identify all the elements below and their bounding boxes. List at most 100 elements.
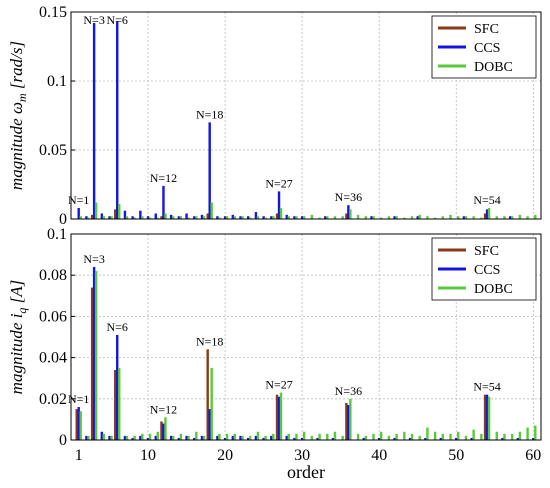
bar <box>223 216 227 219</box>
bar <box>387 435 391 440</box>
bar <box>202 216 206 219</box>
bar <box>139 210 142 219</box>
panel-2: 0 0.02 0.04 0.06 0.08 0.1 1 10 20 30 40 50 60 magnitu… <box>7 226 542 482</box>
bar <box>179 216 183 219</box>
harmonic-annotation: N=36 <box>335 190 362 204</box>
bar <box>495 216 498 219</box>
bar <box>141 216 144 219</box>
bar <box>270 435 273 440</box>
bar <box>275 394 279 440</box>
y-axis-label: magnitude iq [A] <box>7 280 29 395</box>
bar <box>125 435 129 440</box>
bar <box>333 216 337 219</box>
bar <box>316 437 319 440</box>
bar <box>485 209 489 219</box>
bar <box>154 213 157 219</box>
bar <box>326 216 329 219</box>
series-dobc <box>79 271 537 440</box>
bar <box>116 21 119 219</box>
harmonic-annotation: N=27 <box>265 176 292 190</box>
bar <box>418 214 421 219</box>
bar <box>503 216 506 219</box>
bar <box>102 216 106 219</box>
bar <box>241 216 244 219</box>
bar <box>395 433 398 440</box>
harmonic-annotation: N=6 <box>107 320 128 334</box>
bar <box>455 437 458 440</box>
bar <box>275 213 279 219</box>
bar <box>185 213 188 219</box>
bar <box>372 433 375 440</box>
bar <box>206 349 209 440</box>
series-dobc <box>79 202 537 219</box>
bar <box>387 216 391 219</box>
bar <box>295 433 298 440</box>
bar <box>141 433 144 440</box>
bar <box>114 369 117 440</box>
legend-label-dobc: DOBC <box>474 282 513 297</box>
bar <box>464 216 468 219</box>
bar <box>410 433 414 440</box>
harmonic-annotation: N=54 <box>473 193 500 207</box>
bar <box>341 435 344 440</box>
bar <box>118 367 121 440</box>
bar <box>241 435 244 440</box>
bar <box>169 435 173 440</box>
bar <box>177 437 181 440</box>
bar <box>133 435 136 440</box>
bar <box>264 217 267 219</box>
bar <box>195 431 198 440</box>
bar <box>310 435 314 440</box>
bar <box>362 437 365 440</box>
bar <box>341 216 344 219</box>
bar <box>133 217 136 219</box>
bar <box>516 437 520 440</box>
bar <box>318 433 321 440</box>
bar <box>239 435 242 440</box>
bar <box>108 435 111 440</box>
bar <box>87 435 90 440</box>
bar <box>156 217 159 219</box>
bar <box>272 433 275 440</box>
bar <box>247 437 250 440</box>
bar <box>347 205 350 219</box>
bar <box>285 214 288 219</box>
bar <box>108 216 111 219</box>
y-tick-label: 0.02 <box>39 391 67 408</box>
x-axis-label: order <box>287 462 325 482</box>
bar <box>202 435 206 440</box>
harmonic-annotation: N=6 <box>107 13 128 27</box>
bar <box>503 433 506 440</box>
series-ccs <box>77 266 535 440</box>
bar <box>318 217 321 219</box>
bar <box>187 217 190 219</box>
bar <box>403 431 406 440</box>
bar <box>356 433 360 440</box>
bar <box>160 421 163 440</box>
bar <box>310 214 314 219</box>
bar <box>333 431 337 440</box>
harmonic-annotation: N=36 <box>335 384 362 398</box>
bar <box>526 427 529 440</box>
legend-label-ccs: CCS <box>474 263 500 278</box>
bar <box>92 266 96 440</box>
bar <box>464 435 468 440</box>
y-tick-label: 0.1 <box>47 73 67 90</box>
bar <box>249 217 252 219</box>
bar <box>206 213 209 219</box>
bar <box>364 216 367 219</box>
legend-label-sfc: SFC <box>474 22 499 37</box>
bar <box>480 433 483 440</box>
bar <box>223 437 227 440</box>
bar <box>218 433 221 440</box>
bar <box>487 207 491 219</box>
bar <box>79 411 82 440</box>
harmonic-annotation: N=18 <box>196 334 223 348</box>
bar <box>90 287 94 440</box>
bar <box>131 437 134 440</box>
axes-frame <box>70 11 542 220</box>
bar <box>285 435 288 440</box>
bar <box>532 437 535 440</box>
axes-frame <box>70 233 542 441</box>
bar <box>225 433 229 440</box>
